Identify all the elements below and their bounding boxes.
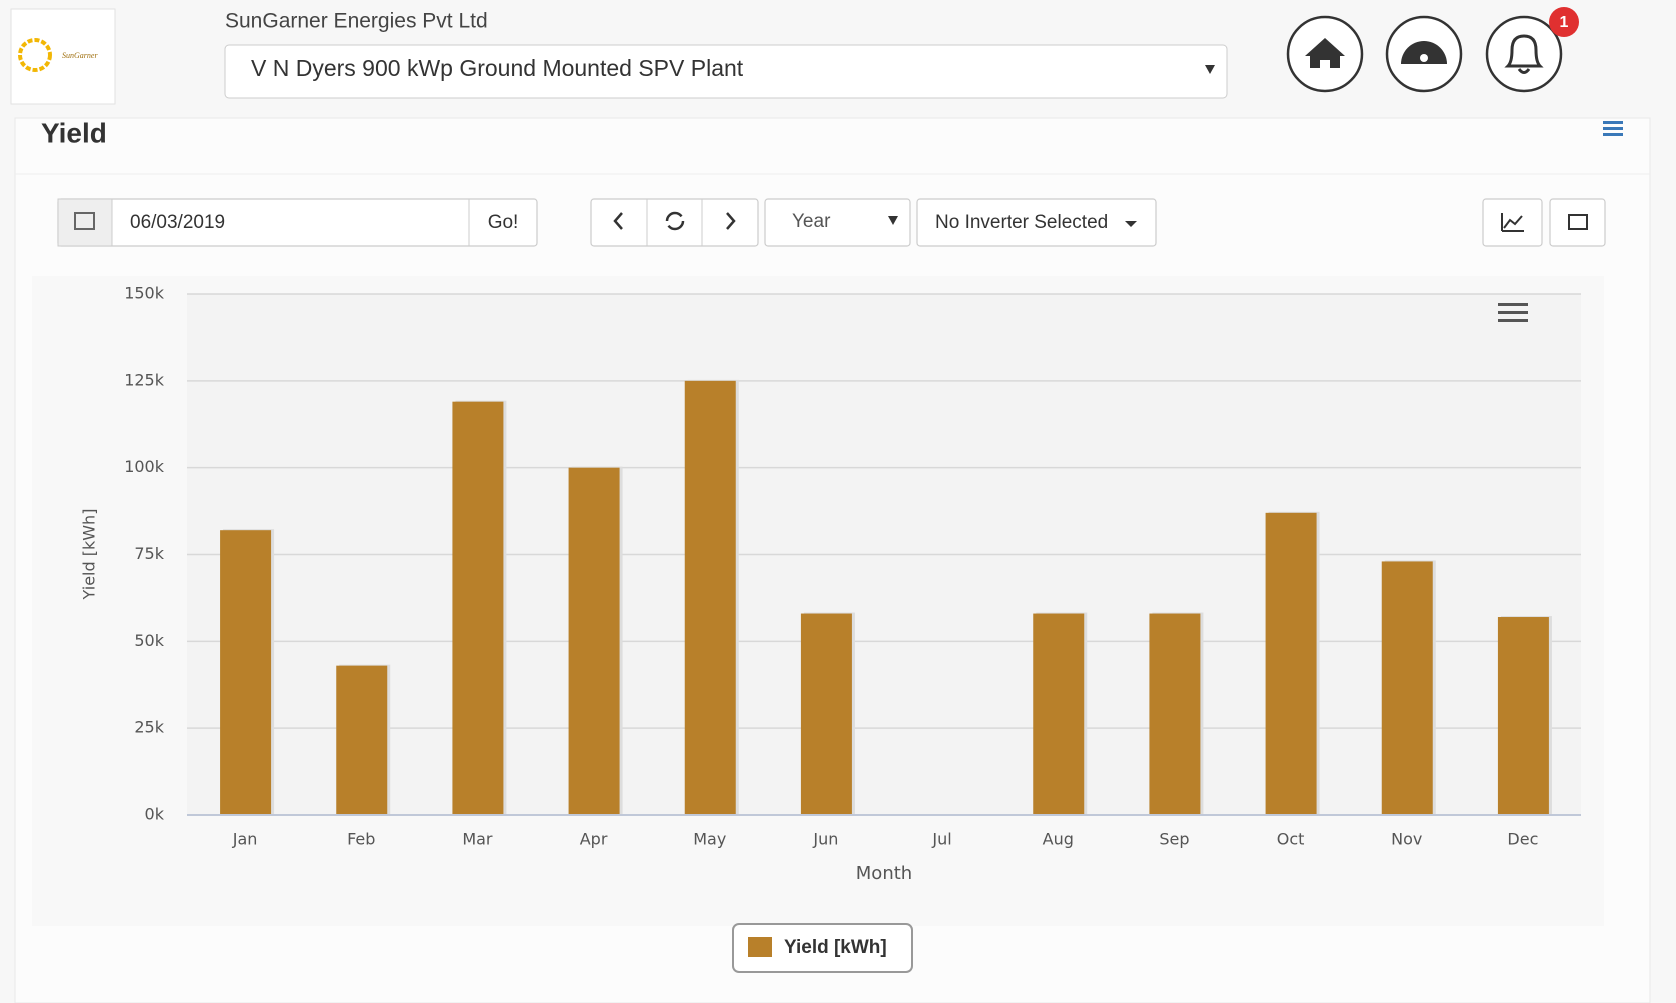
- y-tick-label: 125k: [124, 370, 165, 389]
- inverter-dropdown[interactable]: [916, 198, 1157, 247]
- x-tick-label: Oct: [1277, 830, 1305, 849]
- x-tick-label: May: [693, 830, 726, 849]
- select-arrow: [888, 216, 898, 225]
- bar: [1497, 617, 1549, 815]
- calendar-addon[interactable]: [57, 198, 113, 247]
- inverter-value: No Inverter Selected: [935, 212, 1108, 233]
- bell-circle: [1485, 15, 1563, 93]
- x-tick-label: Dec: [1507, 830, 1538, 849]
- table-icon: [1568, 214, 1588, 230]
- menu-line: [1603, 127, 1623, 130]
- legend-swatch: [748, 937, 772, 957]
- menu-line: [1498, 319, 1528, 322]
- next-button[interactable]: [726, 212, 736, 230]
- period-select[interactable]: [764, 198, 911, 247]
- bar: [568, 467, 620, 815]
- bar: [452, 401, 504, 815]
- bar: [220, 530, 272, 815]
- x-tick-label: Jun: [812, 830, 838, 849]
- x-tick-label: Nov: [1391, 830, 1422, 849]
- x-tick-label: Jan: [232, 830, 258, 849]
- logo-sun: [18, 38, 52, 72]
- nav-group: [590, 198, 759, 247]
- bar: [336, 665, 388, 815]
- legend: [732, 923, 913, 973]
- home-button[interactable]: [1286, 15, 1364, 93]
- dashboard-button[interactable]: [1385, 15, 1463, 93]
- menu-line: [1498, 311, 1528, 314]
- menu-line: [1498, 303, 1528, 306]
- home-icon: [1305, 38, 1345, 68]
- x-tick-label: Mar: [462, 830, 493, 849]
- x-tick-label: Feb: [347, 830, 375, 849]
- plant-select[interactable]: [224, 44, 1228, 99]
- dashboard-icon: [1401, 41, 1447, 64]
- bar: [1033, 613, 1085, 815]
- period-value: Year: [792, 211, 831, 232]
- chart-icon: [1501, 213, 1524, 232]
- logo-text: SunGarner: [62, 51, 98, 60]
- logo[interactable]: [10, 8, 116, 105]
- legend-label: Yield [kWh]: [784, 937, 887, 958]
- dashboard-hub: [1420, 54, 1428, 62]
- x-tick-label: Apr: [580, 830, 608, 849]
- panel-title: Yield: [41, 117, 107, 148]
- table-view-button[interactable]: [1549, 198, 1606, 247]
- refresh-button[interactable]: [665, 211, 685, 231]
- y-tick-label: 150k: [124, 284, 165, 303]
- y-tick-label: 25k: [134, 718, 164, 737]
- y-tick-label: 50k: [134, 631, 164, 650]
- date-input[interactable]: 06/03/2019: [130, 212, 225, 233]
- prev-button[interactable]: [613, 212, 623, 230]
- bar: [1265, 512, 1317, 815]
- select-arrow: [1205, 65, 1215, 74]
- go-button[interactable]: Go!: [488, 212, 519, 233]
- chart-menu[interactable]: [1498, 303, 1528, 322]
- badge-count: 1: [1560, 14, 1569, 31]
- bar: [1381, 561, 1433, 815]
- notification-button[interactable]: 1: [1485, 7, 1579, 93]
- y-axis-label: Yield [kWh]: [80, 509, 99, 601]
- y-tick-label: 100k: [124, 457, 165, 476]
- panel-menu[interactable]: [1603, 121, 1623, 136]
- bar: [800, 613, 852, 815]
- bar: [684, 380, 736, 815]
- y-tick-label: 0k: [145, 805, 165, 824]
- x-axis-label: Month: [856, 863, 912, 884]
- caret: [1125, 221, 1137, 227]
- x-tick-label: Aug: [1043, 830, 1074, 849]
- plant-name: V N Dyers 900 kWp Ground Mounted SPV Pla…: [251, 55, 744, 81]
- badge: [1549, 7, 1579, 37]
- menu-line: [1603, 121, 1623, 124]
- menu-line: [1603, 133, 1623, 136]
- x-tick-label: Jul: [931, 830, 951, 849]
- calendar-icon: [74, 212, 95, 230]
- bar: [1149, 613, 1201, 815]
- bell-icon: [1504, 34, 1544, 74]
- y-tick-label: 75k: [134, 544, 164, 563]
- x-tick-label: Sep: [1159, 830, 1189, 849]
- company-name: SunGarner Energies Pvt Ltd: [225, 10, 488, 33]
- chart: 0k 25k 50k 75k 100k 125k 150k Jan Feb Mar Apr May Ju…: [124, 284, 1581, 958]
